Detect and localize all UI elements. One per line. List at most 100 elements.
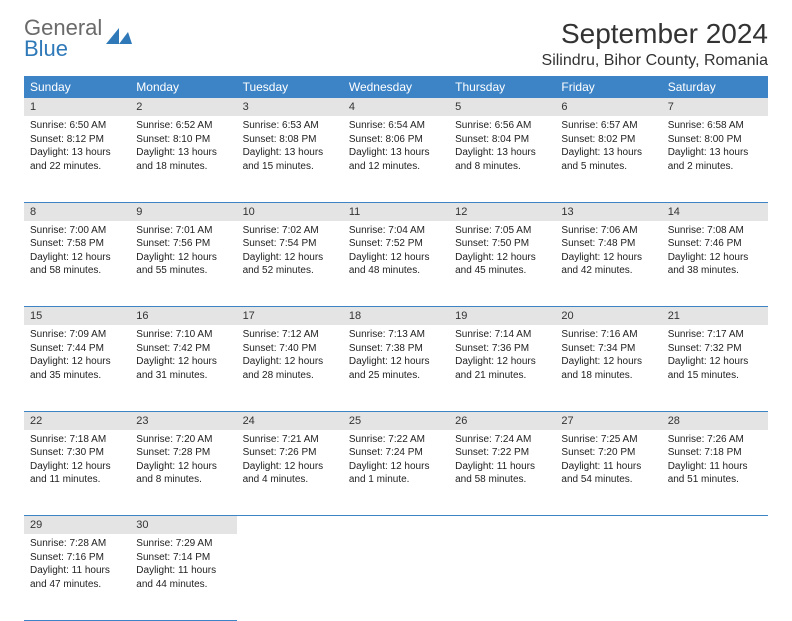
day-number: 10 bbox=[237, 203, 343, 221]
day-number-cell bbox=[343, 516, 449, 535]
day-number: 26 bbox=[449, 412, 555, 430]
day-details: Sunrise: 7:05 AMSunset: 7:50 PMDaylight:… bbox=[449, 221, 555, 284]
day-details: Sunrise: 7:02 AMSunset: 7:54 PMDaylight:… bbox=[237, 221, 343, 284]
logo-word-blue: Blue bbox=[24, 39, 102, 60]
calendar-table: SundayMondayTuesdayWednesdayThursdayFrid… bbox=[24, 76, 768, 621]
day-number-cell: 24 bbox=[237, 411, 343, 430]
logo: General Blue bbox=[24, 18, 132, 60]
weekday-header: Tuesday bbox=[237, 76, 343, 98]
day-content-cell: Sunrise: 7:24 AMSunset: 7:22 PMDaylight:… bbox=[449, 430, 555, 516]
weekday-header: Sunday bbox=[24, 76, 130, 98]
day-content-cell: Sunrise: 6:58 AMSunset: 8:00 PMDaylight:… bbox=[662, 116, 768, 202]
day-content-cell: Sunrise: 6:50 AMSunset: 8:12 PMDaylight:… bbox=[24, 116, 130, 202]
day-details: Sunrise: 6:50 AMSunset: 8:12 PMDaylight:… bbox=[24, 116, 130, 179]
day-content-cell bbox=[449, 534, 555, 620]
day-number: 15 bbox=[24, 307, 130, 325]
day-number-cell: 29 bbox=[24, 516, 130, 535]
day-number-cell: 4 bbox=[343, 98, 449, 116]
day-number-cell: 15 bbox=[24, 307, 130, 326]
day-details: Sunrise: 6:54 AMSunset: 8:06 PMDaylight:… bbox=[343, 116, 449, 179]
day-content-cell: Sunrise: 6:53 AMSunset: 8:08 PMDaylight:… bbox=[237, 116, 343, 202]
day-number: 4 bbox=[343, 98, 449, 116]
day-number: 7 bbox=[662, 98, 768, 116]
day-number-cell: 27 bbox=[555, 411, 661, 430]
day-details: Sunrise: 7:24 AMSunset: 7:22 PMDaylight:… bbox=[449, 430, 555, 493]
day-details: Sunrise: 7:22 AMSunset: 7:24 PMDaylight:… bbox=[343, 430, 449, 493]
day-number-cell: 11 bbox=[343, 202, 449, 221]
day-details: Sunrise: 7:26 AMSunset: 7:18 PMDaylight:… bbox=[662, 430, 768, 493]
day-number: 22 bbox=[24, 412, 130, 430]
day-number-cell: 2 bbox=[130, 98, 236, 116]
day-content-cell: Sunrise: 7:22 AMSunset: 7:24 PMDaylight:… bbox=[343, 430, 449, 516]
logo-text: General Blue bbox=[24, 18, 102, 60]
day-number-cell: 22 bbox=[24, 411, 130, 430]
day-details: Sunrise: 7:28 AMSunset: 7:16 PMDaylight:… bbox=[24, 534, 130, 597]
day-content-cell: Sunrise: 7:28 AMSunset: 7:16 PMDaylight:… bbox=[24, 534, 130, 620]
day-details: Sunrise: 7:14 AMSunset: 7:36 PMDaylight:… bbox=[449, 325, 555, 388]
day-number: 2 bbox=[130, 98, 236, 116]
day-number: 1 bbox=[24, 98, 130, 116]
day-details: Sunrise: 7:20 AMSunset: 7:28 PMDaylight:… bbox=[130, 430, 236, 493]
day-number-cell: 12 bbox=[449, 202, 555, 221]
day-content-cell: Sunrise: 7:20 AMSunset: 7:28 PMDaylight:… bbox=[130, 430, 236, 516]
day-content-cell: Sunrise: 7:02 AMSunset: 7:54 PMDaylight:… bbox=[237, 221, 343, 307]
day-number-cell: 5 bbox=[449, 98, 555, 116]
day-details: Sunrise: 6:58 AMSunset: 8:00 PMDaylight:… bbox=[662, 116, 768, 179]
day-number: 27 bbox=[555, 412, 661, 430]
weekday-header-row: SundayMondayTuesdayWednesdayThursdayFrid… bbox=[24, 76, 768, 98]
day-number-cell: 7 bbox=[662, 98, 768, 116]
day-number-cell: 25 bbox=[343, 411, 449, 430]
month-title: September 2024 bbox=[542, 18, 768, 50]
day-number: 14 bbox=[662, 203, 768, 221]
day-number: 5 bbox=[449, 98, 555, 116]
title-block: September 2024 Silindru, Bihor County, R… bbox=[542, 18, 768, 70]
day-number-row: 15161718192021 bbox=[24, 307, 768, 326]
day-number-row: 1234567 bbox=[24, 98, 768, 116]
weekday-header: Thursday bbox=[449, 76, 555, 98]
day-number-row: 891011121314 bbox=[24, 202, 768, 221]
day-content-cell: Sunrise: 7:01 AMSunset: 7:56 PMDaylight:… bbox=[130, 221, 236, 307]
day-number-cell: 30 bbox=[130, 516, 236, 535]
day-details: Sunrise: 6:53 AMSunset: 8:08 PMDaylight:… bbox=[237, 116, 343, 179]
day-details: Sunrise: 7:25 AMSunset: 7:20 PMDaylight:… bbox=[555, 430, 661, 493]
day-number-cell: 8 bbox=[24, 202, 130, 221]
day-details: Sunrise: 7:04 AMSunset: 7:52 PMDaylight:… bbox=[343, 221, 449, 284]
day-number: 21 bbox=[662, 307, 768, 325]
day-content-cell: Sunrise: 6:57 AMSunset: 8:02 PMDaylight:… bbox=[555, 116, 661, 202]
day-number-cell bbox=[237, 516, 343, 535]
day-content-cell: Sunrise: 7:04 AMSunset: 7:52 PMDaylight:… bbox=[343, 221, 449, 307]
location: Silindru, Bihor County, Romania bbox=[542, 52, 768, 70]
day-number: 25 bbox=[343, 412, 449, 430]
day-content-cell bbox=[662, 534, 768, 620]
day-details: Sunrise: 6:52 AMSunset: 8:10 PMDaylight:… bbox=[130, 116, 236, 179]
day-number: 9 bbox=[130, 203, 236, 221]
day-content-cell: Sunrise: 7:05 AMSunset: 7:50 PMDaylight:… bbox=[449, 221, 555, 307]
day-content-cell: Sunrise: 7:08 AMSunset: 7:46 PMDaylight:… bbox=[662, 221, 768, 307]
day-number: 30 bbox=[130, 516, 236, 534]
calendar-body: 1234567Sunrise: 6:50 AMSunset: 8:12 PMDa… bbox=[24, 98, 768, 620]
day-number-cell: 23 bbox=[130, 411, 236, 430]
day-number-row: 22232425262728 bbox=[24, 411, 768, 430]
day-content-cell: Sunrise: 7:26 AMSunset: 7:18 PMDaylight:… bbox=[662, 430, 768, 516]
day-content-cell: Sunrise: 7:00 AMSunset: 7:58 PMDaylight:… bbox=[24, 221, 130, 307]
day-details: Sunrise: 7:09 AMSunset: 7:44 PMDaylight:… bbox=[24, 325, 130, 388]
day-details: Sunrise: 6:56 AMSunset: 8:04 PMDaylight:… bbox=[449, 116, 555, 179]
day-number: 8 bbox=[24, 203, 130, 221]
day-number-cell: 14 bbox=[662, 202, 768, 221]
day-content-cell: Sunrise: 7:17 AMSunset: 7:32 PMDaylight:… bbox=[662, 325, 768, 411]
day-number-cell: 1 bbox=[24, 98, 130, 116]
day-number-cell bbox=[662, 516, 768, 535]
day-number: 19 bbox=[449, 307, 555, 325]
day-number: 18 bbox=[343, 307, 449, 325]
day-number: 13 bbox=[555, 203, 661, 221]
day-number-cell: 20 bbox=[555, 307, 661, 326]
weekday-header: Saturday bbox=[662, 76, 768, 98]
weekday-header: Monday bbox=[130, 76, 236, 98]
day-number-cell: 3 bbox=[237, 98, 343, 116]
day-content-row: Sunrise: 7:09 AMSunset: 7:44 PMDaylight:… bbox=[24, 325, 768, 411]
day-content-row: Sunrise: 7:00 AMSunset: 7:58 PMDaylight:… bbox=[24, 221, 768, 307]
day-details: Sunrise: 7:16 AMSunset: 7:34 PMDaylight:… bbox=[555, 325, 661, 388]
day-number-cell: 9 bbox=[130, 202, 236, 221]
day-content-cell: Sunrise: 6:52 AMSunset: 8:10 PMDaylight:… bbox=[130, 116, 236, 202]
day-details: Sunrise: 7:06 AMSunset: 7:48 PMDaylight:… bbox=[555, 221, 661, 284]
